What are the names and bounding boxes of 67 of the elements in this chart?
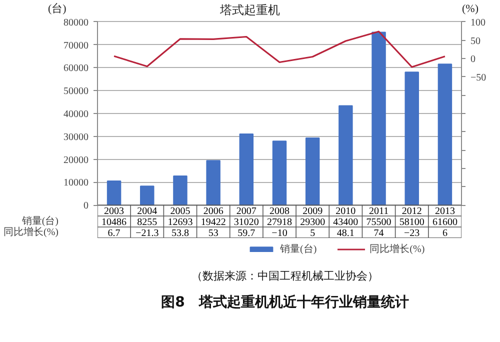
data-label: −21.3: [136, 228, 159, 239]
y2-tick-label: 100: [470, 17, 486, 28]
x-tick-label: 2011: [368, 206, 389, 217]
x-tick-label: 2008: [270, 206, 290, 217]
bar: [173, 175, 188, 206]
y2-tick-label: 0: [470, 54, 476, 66]
y-tick-label: 50000: [64, 86, 88, 98]
x-tick-label: 2005: [170, 206, 190, 217]
x-tick-label: 2013: [434, 206, 455, 217]
data-label: 10486: [102, 216, 127, 228]
caption: 图8 塔式起重机机近十年行业销量统计: [161, 294, 409, 310]
y-tick-label: 60000: [64, 63, 88, 74]
text: 销量(台): [22, 216, 59, 227]
bar: [239, 134, 254, 206]
bar: [106, 180, 122, 206]
x-tick-label: 2012: [402, 206, 422, 217]
data-label: −10: [272, 228, 288, 239]
bar: [206, 160, 220, 206]
text: 同比增长(%): [4, 226, 59, 238]
y-tick-label: 80000: [64, 17, 88, 28]
chart-title: 塔式起重机: [220, 3, 280, 17]
data-label: 61600: [432, 216, 458, 228]
y-tick-label: 30000: [64, 132, 88, 143]
legend-label: 同比增长(%): [370, 242, 425, 256]
line-series: [113, 30, 446, 68]
y2-axis-title: (%): [462, 2, 478, 17]
data-label: 31020: [234, 216, 259, 228]
data-label: 75500: [366, 216, 392, 228]
x-tick-label: 2009: [302, 206, 323, 217]
bar: [338, 105, 353, 206]
data-label: 29300: [300, 216, 326, 228]
data-label: 12693: [168, 216, 193, 228]
y2-tick-label: 50: [470, 36, 480, 47]
data-label: 43400: [333, 216, 358, 228]
data-label: 74: [374, 228, 384, 239]
data-label: 58100: [399, 216, 424, 228]
data-label: 8255: [137, 216, 158, 228]
text: （数据来源：中国工程机械工业协会）: [192, 270, 378, 282]
data-label: 53: [208, 228, 218, 239]
bar: [404, 72, 419, 206]
data-label: −23: [404, 228, 420, 239]
data-label: 53.8: [171, 228, 189, 239]
y-tick-label: 70000: [64, 40, 88, 52]
x-tick-label: 2010: [336, 206, 356, 217]
data-label: 59.7: [238, 228, 256, 239]
bar: [438, 64, 452, 206]
y2-tick-label: −50: [470, 72, 486, 84]
y-tick-label: 10000: [64, 178, 88, 189]
x-tick-label: 2003: [104, 206, 124, 217]
x-tick-label: 2006: [203, 206, 224, 217]
bar: [305, 137, 320, 206]
data-label: 6.7: [108, 228, 120, 239]
y-tick-label: 20000: [64, 154, 88, 166]
data-label: 6: [442, 228, 448, 239]
y-axis-title: (台): [48, 2, 66, 17]
bar: [140, 186, 154, 206]
legend-label: 销量(台): [280, 242, 317, 256]
bar: [272, 140, 287, 206]
data-label: 48.1: [336, 228, 354, 239]
data-label: 27918: [267, 216, 292, 228]
data-label: 19422: [200, 216, 226, 228]
data-label: 5: [310, 228, 316, 239]
y-tick-label: 40000: [64, 109, 88, 120]
y-tick-label: 0: [84, 200, 88, 212]
x-tick-label: 2004: [137, 206, 158, 217]
x-tick-label: 2007: [236, 206, 256, 217]
bar: [372, 32, 386, 206]
